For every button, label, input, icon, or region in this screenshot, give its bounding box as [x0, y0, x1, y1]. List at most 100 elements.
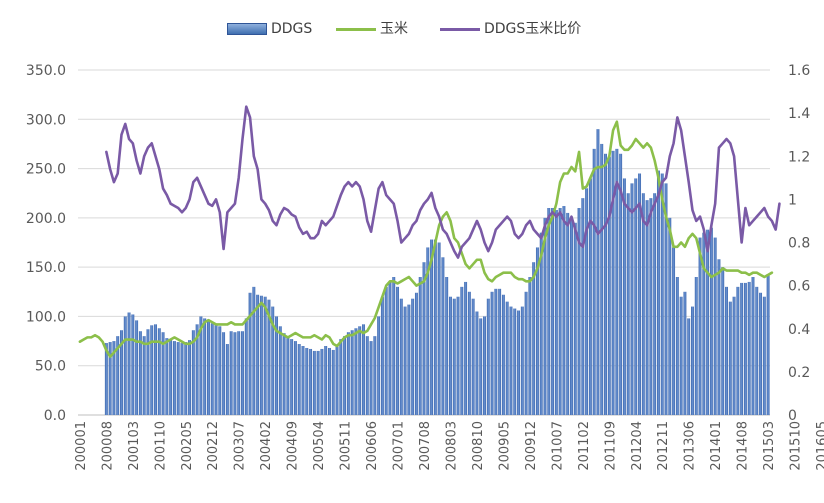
bar-ddgs [305, 347, 309, 415]
bar-ddgs [683, 291, 687, 415]
bar-ddgs [490, 291, 494, 415]
bar-ddgs [142, 336, 146, 415]
x-tick-label: 200701 [392, 421, 407, 471]
legend-swatch-ratio [440, 28, 480, 31]
bar-ddgs [426, 247, 430, 415]
bar-ddgs [494, 288, 498, 415]
bar-ddgs [656, 170, 660, 415]
bar-ddgs [320, 348, 324, 415]
x-tick-label: 201102 [577, 421, 592, 471]
bar-ddgs [513, 308, 517, 415]
y-left-tick-label: 0.0 [44, 408, 66, 424]
bar-ddgs [713, 237, 717, 415]
bar-ddgs [184, 342, 188, 415]
bar-ddgs [581, 198, 585, 415]
y-right-tick-label: 0 [788, 408, 797, 424]
bar-ddgs [596, 129, 600, 415]
bar-ddgs [237, 331, 241, 415]
bar-ddgs [619, 153, 623, 416]
y-left-tick-label: 350.0 [26, 63, 66, 79]
bar-ddgs [592, 148, 596, 415]
bar-ddgs [384, 286, 388, 415]
bar-ddgs [259, 295, 263, 415]
bar-ddgs [358, 326, 362, 415]
bar-ddgs [740, 282, 744, 415]
x-tick-label: 201408 [736, 421, 751, 471]
bar-ddgs [448, 296, 452, 415]
bar-ddgs [664, 183, 668, 415]
bar-ddgs [433, 239, 437, 415]
bar-ddgs [509, 306, 513, 415]
legend-swatch-corn [336, 28, 376, 31]
bar-ddgs [343, 336, 347, 415]
bar-ddgs [218, 326, 222, 415]
bar-ddgs [551, 208, 555, 415]
bar-ddgs [199, 316, 203, 415]
y-right-tick-label: 0.8 [788, 236, 810, 252]
bar-ddgs [505, 301, 509, 415]
bar-ddgs [157, 328, 161, 415]
bar-ddgs [373, 336, 377, 415]
bar-ddgs [611, 150, 615, 416]
bar-ddgs [312, 350, 316, 415]
bar-ddgs [585, 188, 589, 415]
bar-ddgs [414, 292, 418, 415]
y-left-tick-label: 150.0 [26, 260, 66, 276]
bar-ddgs [721, 267, 725, 415]
y-right-tick-label: 0.2 [788, 365, 810, 381]
bar-ddgs [566, 212, 570, 415]
bar-ddgs [316, 350, 320, 415]
bar-ddgs [698, 237, 702, 415]
bar-ddgs [161, 332, 165, 415]
bar-ddgs [630, 183, 634, 415]
bar-ddgs [607, 156, 611, 415]
bar-ddgs [403, 306, 407, 415]
bar-ddgs [214, 324, 218, 415]
bar-ddgs [354, 328, 358, 415]
bar-ddgs [622, 178, 626, 415]
bar-ddgs [203, 318, 207, 415]
y-left-tick-label: 200.0 [26, 211, 66, 227]
bar-ddgs [626, 193, 630, 415]
x-tick-label: 201204 [630, 421, 645, 471]
bar-ddgs [388, 280, 392, 415]
bar-ddgs [331, 349, 335, 415]
bar-ddgs [271, 306, 275, 415]
y-left-tick-label: 250.0 [26, 162, 66, 178]
x-tick-label: 200708 [418, 421, 433, 471]
bar-ddgs [278, 326, 282, 415]
bar-ddgs [649, 198, 653, 415]
bar-ddgs [293, 341, 297, 415]
x-tick-label: 201510 [789, 421, 804, 471]
y-right-tick-label: 1.4 [788, 106, 810, 122]
bar-ddgs [747, 281, 751, 415]
bar-ddgs [539, 232, 543, 415]
bar-ddgs [172, 341, 176, 415]
x-tick-label: 201211 [656, 421, 671, 471]
bar-ddgs [732, 296, 736, 415]
bar-ddgs [180, 343, 184, 415]
y-right-tick-label: 0.4 [788, 322, 810, 338]
bar-ddgs [248, 292, 252, 415]
y-right-tick-label: 0.6 [788, 279, 810, 295]
y-left-tick-label: 100.0 [26, 309, 66, 325]
bar-ddgs [195, 324, 199, 415]
bar-ddgs [335, 346, 339, 415]
legend-label-corn: 玉米 [380, 21, 408, 37]
bar-ddgs [188, 340, 192, 415]
bar-ddgs [350, 330, 354, 415]
x-tick-label: 200606 [365, 421, 380, 471]
x-tick-label: 200409 [286, 421, 301, 471]
bar-ddgs [766, 274, 770, 415]
bar-ddgs [392, 277, 396, 415]
x-tick-label: 200008 [100, 421, 115, 471]
bar-ddgs [150, 325, 154, 415]
bar-ddgs [286, 336, 290, 415]
x-tick-label: 201401 [709, 421, 724, 471]
x-tick-label: 200803 [444, 421, 459, 471]
bar-ddgs [252, 286, 256, 415]
x-tick-label: 201306 [683, 421, 698, 471]
bar-ddgs [558, 208, 562, 415]
legend-label-ddgs: DDGS [271, 21, 313, 37]
